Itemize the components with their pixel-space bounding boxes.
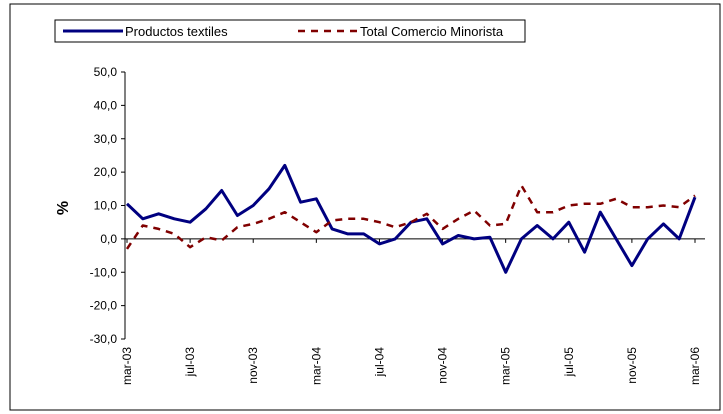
series-line	[125, 184, 696, 250]
y-tick-label: 50,0	[94, 65, 118, 79]
x-tick-label: mar-03	[120, 347, 134, 385]
y-tick-label: 20,0	[94, 165, 118, 179]
y-tick-label: 40,0	[94, 98, 118, 112]
y-tick-label: -10,0	[90, 265, 118, 279]
x-tick-label: mar-05	[499, 347, 513, 385]
legend-label: Productos textiles	[125, 24, 228, 39]
series-line	[125, 163, 697, 274]
y-tick-label: -30,0	[90, 332, 118, 346]
legend-label: Total Comercio Minorista	[360, 24, 504, 39]
y-tick-label: 30,0	[94, 132, 118, 146]
x-tick-label: nov-04	[436, 347, 450, 384]
y-tick-label: 0,0	[100, 232, 117, 246]
x-tick-label: mar-04	[309, 347, 323, 385]
y-axis-label: %	[55, 201, 72, 215]
y-tick-label: 10,0	[94, 199, 118, 213]
x-tick-label: jul-03	[183, 347, 197, 378]
x-tick-label: nov-03	[246, 347, 260, 384]
legend-box	[54, 19, 526, 43]
x-tick-label: nov-05	[625, 347, 639, 384]
x-tick-label: jul-04	[372, 347, 386, 378]
x-tick-label: mar-06	[688, 347, 702, 385]
x-tick-label: jul-05	[562, 347, 576, 378]
y-tick-label: -20,0	[90, 299, 118, 313]
